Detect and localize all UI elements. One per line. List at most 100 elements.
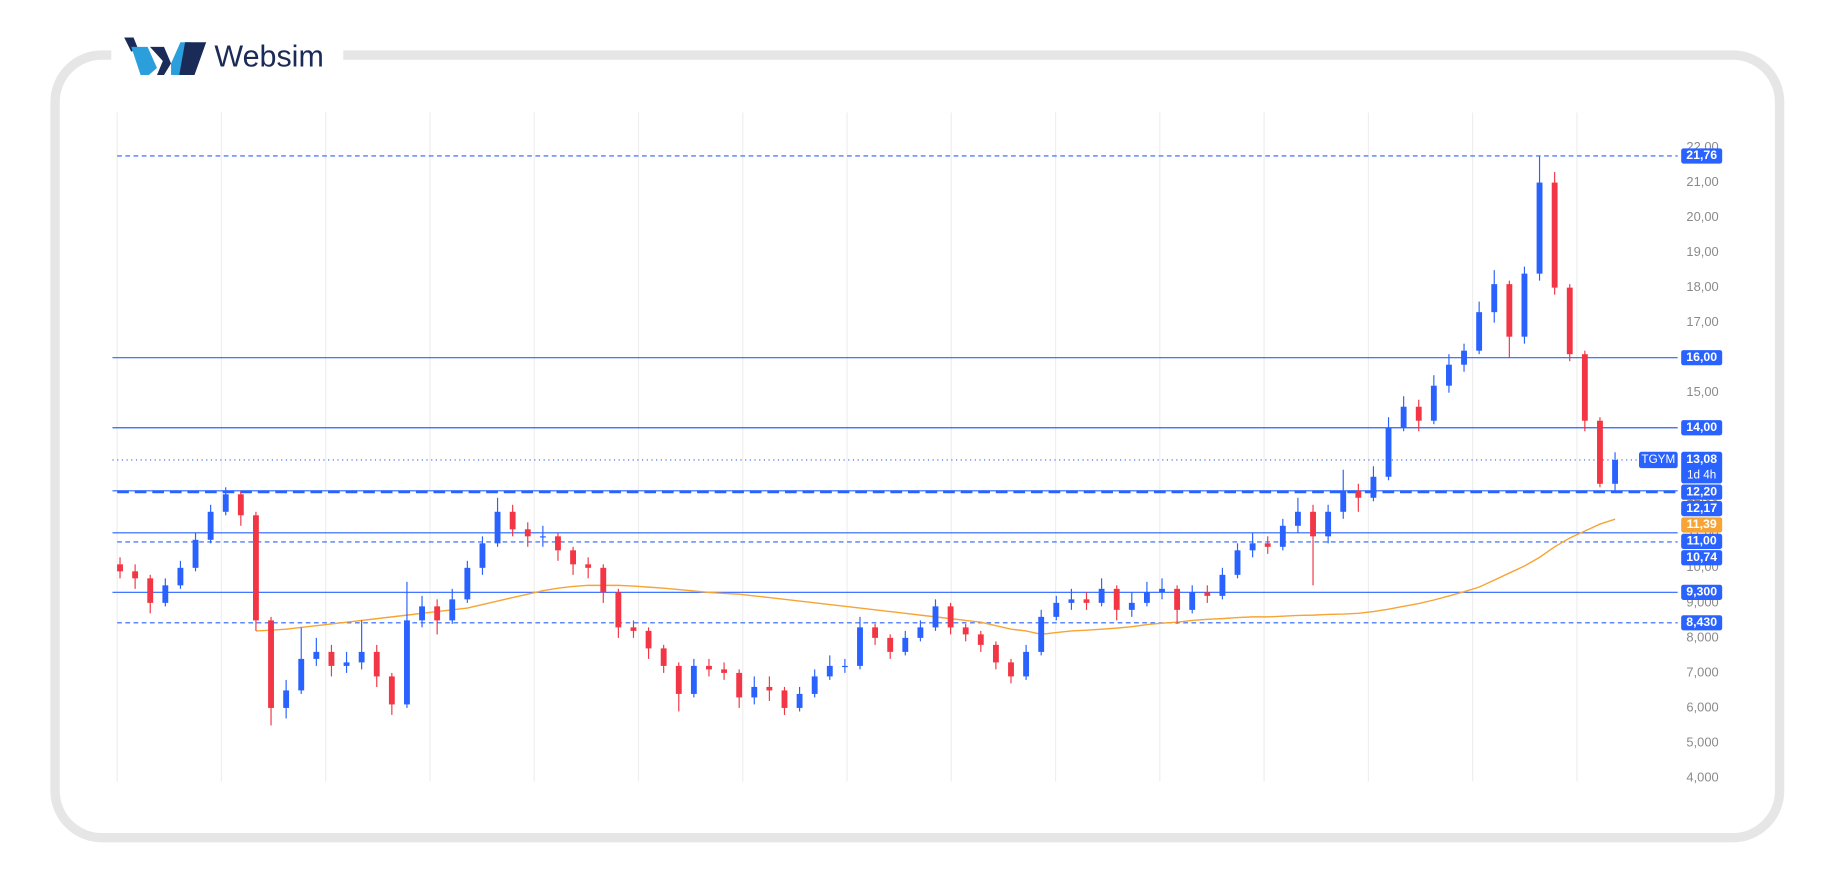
- level-label-box: [1681, 500, 1723, 517]
- candle-body: [1476, 312, 1483, 351]
- candle-body: [343, 662, 350, 666]
- candle-body: [1189, 592, 1196, 610]
- candle-body: [479, 543, 486, 568]
- candle-body: [524, 529, 531, 537]
- candle-body: [690, 665, 697, 694]
- candle-body: [162, 585, 169, 603]
- candle-body: [388, 676, 395, 705]
- candle-body: [1340, 490, 1347, 512]
- candle-body: [1294, 511, 1301, 526]
- candle-body: [419, 606, 425, 621]
- level-label-box: [1681, 350, 1723, 366]
- candle-body: [1234, 550, 1241, 575]
- candle-body: [1506, 284, 1513, 337]
- candle-body: [222, 494, 229, 512]
- candle-body: [781, 690, 788, 708]
- candle-body: [1415, 406, 1422, 421]
- candle-body: [1310, 511, 1316, 537]
- y-tick-label: 5,000: [1686, 734, 1718, 749]
- y-tick-label: 17,00: [1686, 314, 1718, 329]
- candle-body: [1008, 662, 1014, 677]
- candle-body: [1400, 406, 1407, 428]
- candle-body: [1491, 284, 1498, 313]
- candle-body: [1083, 599, 1090, 603]
- candle-body: [1128, 602, 1135, 610]
- candle-body: [117, 564, 123, 572]
- level-label: 21,76: [1686, 148, 1717, 162]
- symbol: TGYM: [1641, 453, 1675, 466]
- candle-body: [1521, 273, 1528, 337]
- level-label-box: [1681, 484, 1723, 500]
- candle-body: [857, 627, 863, 666]
- candle-body: [826, 665, 833, 677]
- candle-body: [404, 620, 410, 705]
- candle-body: [283, 690, 290, 708]
- candle-body: [721, 669, 728, 673]
- level-label: 12,20: [1686, 484, 1717, 498]
- candle-body: [358, 651, 365, 663]
- candle-body: [1461, 350, 1467, 365]
- y-tick-label: 6,000: [1686, 699, 1718, 714]
- candle-body: [1536, 182, 1543, 274]
- level-label-box: [1681, 584, 1723, 600]
- candle-body: [1551, 182, 1558, 288]
- candle-body: [660, 648, 667, 666]
- frame: [50, 50, 1785, 843]
- candle-body: [811, 676, 818, 694]
- candle-body: [796, 693, 803, 708]
- candle-body: [706, 665, 712, 670]
- candle-body: [1249, 543, 1256, 551]
- level-label: 16,00: [1686, 350, 1717, 364]
- candle-body: [736, 672, 743, 698]
- candle-body: [373, 651, 380, 677]
- level-label: 11,00: [1687, 534, 1717, 548]
- candle-body: [298, 658, 305, 691]
- candle-body: [1143, 592, 1150, 603]
- y-tick-label: 4,000: [1686, 769, 1718, 784]
- y-tick-label: 19,00: [1686, 244, 1718, 259]
- candle-body: [962, 627, 969, 635]
- candle-body: [1038, 616, 1045, 652]
- candle-body: [1612, 459, 1618, 484]
- candle-body: [902, 637, 909, 652]
- candle-body: [1113, 588, 1120, 610]
- level-label: 10,74: [1686, 550, 1717, 564]
- level-label-box: [1681, 420, 1723, 436]
- candle-body: [1385, 427, 1392, 477]
- candle-body: [1446, 364, 1452, 386]
- candle-body: [1581, 354, 1588, 421]
- candle-body: [585, 564, 592, 568]
- level-label: 14,00: [1686, 420, 1717, 434]
- candle-body: [887, 637, 894, 652]
- candle-body: [253, 515, 259, 621]
- y-tick-label: 18,00: [1686, 279, 1718, 294]
- candle-body: [1370, 476, 1377, 498]
- candle-body: [751, 686, 758, 698]
- level-label-box: [1681, 615, 1723, 631]
- candle-body: [1023, 651, 1030, 677]
- y-tick-label: 21,00: [1686, 174, 1718, 189]
- candle-body: [1174, 588, 1181, 610]
- candle-body: [570, 550, 576, 565]
- candle-body: [992, 644, 999, 663]
- y-tick-label: 20,00: [1686, 209, 1718, 224]
- candle-body: [464, 567, 471, 600]
- countdown: 1d 4h: [1687, 468, 1716, 481]
- candle-body: [1219, 574, 1226, 596]
- candle-body: [630, 627, 637, 631]
- candle-body: [1566, 287, 1573, 355]
- y-tick-label: 15,00: [1686, 384, 1718, 399]
- candle-body: [434, 606, 441, 621]
- candle-body: [207, 511, 214, 540]
- candle-body: [1279, 525, 1286, 547]
- candle-body: [1204, 592, 1211, 596]
- candle-body: [449, 599, 456, 621]
- candle-body: [1597, 420, 1603, 484]
- y-tick-label: 8,000: [1686, 629, 1718, 644]
- candle-body: [917, 627, 924, 638]
- last-price-label: 13,08: [1686, 452, 1717, 466]
- last-price-box: [1681, 451, 1723, 484]
- candle-body: [1068, 599, 1075, 603]
